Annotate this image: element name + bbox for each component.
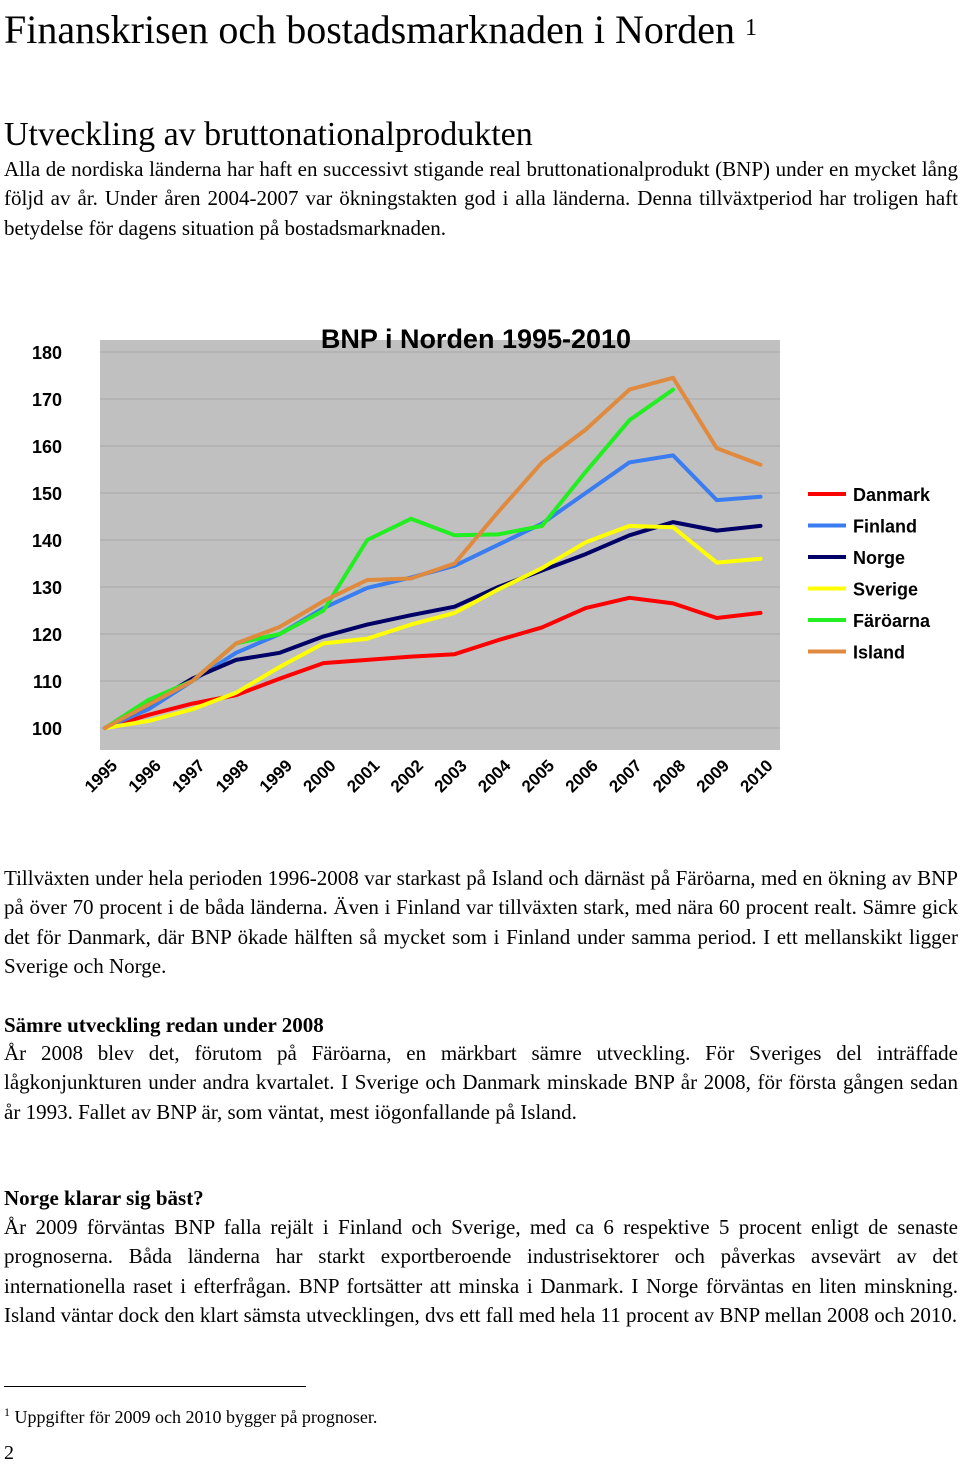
subheading-norge: Norge klarar sig bäst? [4,1186,204,1210]
y-tick-label: 180 [32,343,62,363]
y-tick-label: 150 [32,484,62,504]
series-lines [103,375,763,730]
document-title: Finanskrisen och bostadsmarknaden i Nord… [4,0,757,60]
legend-label: Färöarna [853,611,931,631]
chart-title: BNP i Norden 1995-2010 [321,324,631,354]
y-tick-label: 130 [32,578,62,598]
title-footnote-ref[interactable]: 1 [744,15,757,41]
y-tick-label: 140 [32,531,62,551]
paragraph-2009: År 2009 förväntas BNP falla rejält i Fin… [4,1215,958,1328]
legend-label: Sverige [853,580,918,600]
footnote-text: Uppgifter för 2009 och 2010 bygger på pr… [14,1407,378,1427]
footnote: 1 Uppgifter för 2009 och 2010 bygger på … [4,1400,377,1429]
intro-paragraph: Alla de nordiska länderna har haft en su… [4,157,958,240]
document-title-text: Finanskrisen och bostadsmarknaden i Nord… [4,7,735,52]
legend-label: Norge [853,548,905,568]
legend-label: Island [853,643,905,663]
legend: Danmark Finland Norge Sverige Färöarna Island [808,485,931,663]
y-tick-label: 100 [32,719,62,739]
series-line-sverige [103,523,763,730]
section-heading: Utveckling av bruttonationalprodukten [4,116,533,153]
legend-label: Danmark [853,485,931,505]
bnp-line-chart: 100 110 120 130 140 150 160 170 180 1995 1996 1997… [20,318,960,818]
subheading-weaker-2008: Sämre utveckling redan under 2008 [4,1013,324,1037]
series-line-island [103,375,763,730]
y-tick-label: 170 [32,390,62,410]
legend-label: Finland [853,517,917,537]
y-tick-label: 120 [32,625,62,645]
series-line-norge [103,520,763,730]
plot-area [100,340,780,750]
y-tick-label: 110 [33,672,62,692]
footnote-separator [4,1386,306,1387]
y-axis-ticks: 100 110 120 130 140 150 160 170 180 [32,343,62,739]
paragraph-after-chart: Tillväxten under hela perioden 1996-2008… [4,866,958,979]
page-number: 2 [4,1442,14,1464]
footnote-number: 1 [4,1405,10,1419]
y-tick-label: 160 [32,437,62,457]
paragraph-2008: År 2008 blev det, förutom på Färöarna, e… [4,1041,958,1124]
gridlines [100,351,780,729]
